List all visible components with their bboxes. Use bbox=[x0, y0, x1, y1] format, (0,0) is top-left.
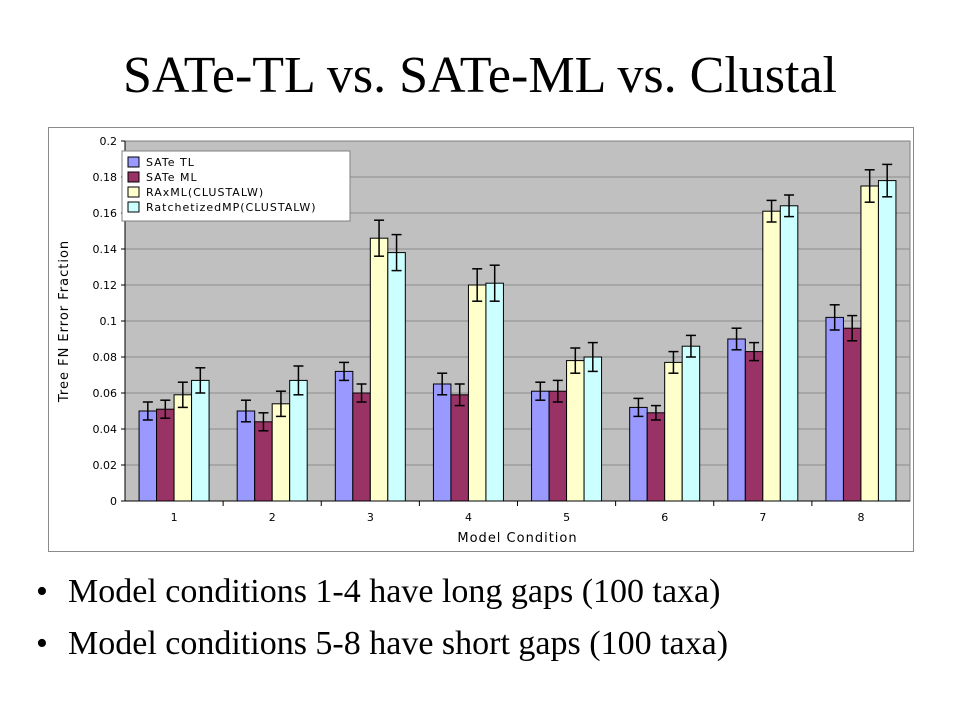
legend-swatch bbox=[127, 156, 140, 168]
bar bbox=[566, 360, 585, 502]
bar bbox=[877, 180, 897, 502]
bar bbox=[485, 282, 504, 502]
bar bbox=[583, 356, 603, 502]
bar-chart: 0 0.02 0.04 0.06 0.08 0.1 0.12 0.14 0.16 0.18 0.2 1… bbox=[57, 135, 911, 546]
x-tick-label: 8 bbox=[857, 511, 864, 524]
y-tick-label: 0.04 bbox=[93, 423, 118, 436]
y-tick-label: 0.1 bbox=[100, 315, 118, 328]
y-tick-label: 0.2 bbox=[100, 135, 118, 148]
bar bbox=[387, 252, 406, 502]
x-axis-title: Model Condition bbox=[457, 531, 577, 546]
legend-label: SATe ML bbox=[146, 171, 198, 184]
bar bbox=[531, 390, 550, 502]
bar bbox=[191, 379, 210, 502]
bar bbox=[334, 370, 354, 502]
bar bbox=[629, 406, 648, 502]
bar bbox=[369, 237, 389, 502]
legend-label: RatchetizedMP(CLUSTALW) bbox=[146, 201, 317, 214]
legend-label: SATe TL bbox=[146, 156, 195, 169]
legend-swatch bbox=[127, 171, 140, 183]
bar bbox=[762, 210, 781, 502]
bar bbox=[138, 410, 158, 502]
x-tick-label: 5 bbox=[563, 511, 570, 524]
legend-label: RAxML(CLUSTALW) bbox=[146, 186, 264, 199]
bar bbox=[156, 408, 175, 502]
bar bbox=[236, 410, 256, 502]
bar bbox=[271, 403, 291, 502]
bullet-item: • Model conditions 5-8 have short gaps (1… bbox=[36, 624, 728, 676]
y-tick-label: 0.12 bbox=[93, 279, 118, 292]
x-tick-label: 4 bbox=[465, 511, 472, 524]
y-tick-label: 0.02 bbox=[93, 459, 118, 472]
x-tick-label: 1 bbox=[171, 511, 178, 524]
x-tick-label: 2 bbox=[269, 511, 276, 524]
y-tick-label: 0.08 bbox=[93, 351, 118, 364]
bar bbox=[779, 205, 799, 502]
bullet-dot: • bbox=[36, 573, 48, 610]
bar bbox=[173, 394, 193, 502]
bar bbox=[548, 390, 568, 502]
x-tick-label: 3 bbox=[367, 511, 374, 524]
bar bbox=[289, 379, 308, 502]
bar bbox=[254, 421, 273, 502]
legend-swatch bbox=[127, 201, 140, 213]
bar bbox=[432, 383, 452, 502]
x-tick-label: 6 bbox=[661, 511, 668, 524]
bullet-item: • Model conditions 1-4 have long gaps (10… bbox=[36, 572, 728, 624]
bar bbox=[744, 351, 764, 502]
bar bbox=[467, 284, 487, 502]
bar bbox=[352, 392, 371, 502]
bar bbox=[727, 338, 746, 502]
bar bbox=[646, 412, 666, 502]
bar bbox=[681, 345, 701, 502]
bullet-text: Model conditions 5-8 have short gaps (10… bbox=[68, 625, 729, 662]
bullet-list: • Model conditions 1-4 have long gaps (10… bbox=[36, 572, 728, 676]
y-tick-label: 0 bbox=[110, 495, 117, 508]
y-tick-label: 0.18 bbox=[93, 171, 118, 184]
y-tick-label: 0.06 bbox=[93, 387, 118, 400]
bullet-dot: • bbox=[36, 625, 48, 662]
bar bbox=[450, 394, 469, 502]
x-tick-label: 7 bbox=[759, 511, 766, 524]
bullet-text: Model conditions 1-4 have long gaps (100… bbox=[68, 573, 721, 610]
bar bbox=[825, 316, 844, 502]
bar bbox=[664, 361, 683, 502]
bar bbox=[860, 185, 879, 502]
slide-title: SATe-TL vs. SATe-ML vs. Clustal bbox=[123, 47, 837, 104]
bar bbox=[842, 327, 862, 502]
y-axis-title: Tree FN Error Fraction bbox=[57, 240, 72, 403]
legend-box bbox=[121, 150, 351, 222]
y-tick-label: 0.14 bbox=[93, 243, 118, 256]
y-tick-label: 0.16 bbox=[93, 207, 118, 220]
legend-swatch bbox=[127, 186, 140, 198]
